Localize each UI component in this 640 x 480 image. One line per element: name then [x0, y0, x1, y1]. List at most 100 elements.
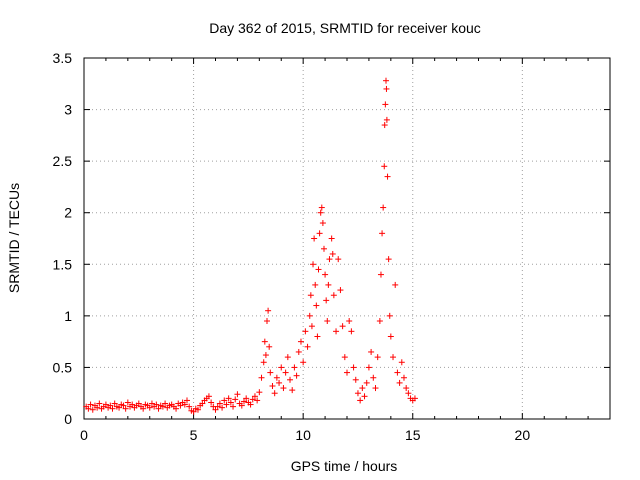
- data-point: [346, 318, 353, 325]
- data-point: [94, 404, 101, 411]
- chart-title: Day 362 of 2015, SRMTID for receiver kou…: [209, 20, 481, 36]
- data-point: [304, 343, 311, 350]
- x-tick-label: 10: [295, 427, 311, 443]
- data-point: [365, 364, 372, 371]
- data-point: [135, 400, 142, 407]
- data-point: [386, 312, 393, 319]
- data-point: [315, 266, 322, 273]
- data-point: [267, 369, 274, 376]
- data-point: [162, 400, 169, 407]
- data-point: [333, 328, 340, 335]
- x-tick-label: 5: [190, 427, 198, 443]
- data-point: [190, 408, 197, 415]
- data-point: [325, 281, 332, 288]
- data-point: [116, 404, 123, 411]
- x-tick-label: 20: [515, 427, 531, 443]
- data-point: [384, 173, 391, 180]
- data-point: [159, 403, 166, 410]
- data-point: [310, 261, 317, 268]
- data-point: [318, 204, 325, 211]
- data-point: [278, 364, 285, 371]
- data-point: [322, 271, 329, 278]
- data-point: [383, 85, 390, 92]
- data-point: [361, 393, 368, 400]
- data-point: [354, 390, 361, 397]
- data-point: [368, 348, 375, 355]
- data-point: [302, 328, 309, 335]
- data-point: [352, 376, 359, 383]
- data-point: [148, 400, 155, 407]
- data-point: [330, 292, 337, 299]
- data-point: [282, 369, 289, 376]
- data-point: [219, 404, 226, 411]
- data-point: [109, 405, 116, 412]
- y-tick-label: 1: [64, 308, 72, 324]
- data-point: [181, 401, 188, 408]
- data-point: [320, 245, 327, 252]
- data-point: [262, 352, 269, 359]
- data-point: [129, 401, 136, 408]
- data-point: [383, 116, 390, 123]
- data-point: [289, 387, 296, 394]
- data-point: [214, 403, 221, 410]
- y-tick-label: 0.5: [53, 359, 73, 375]
- x-tick-label: 15: [405, 427, 421, 443]
- data-point: [276, 379, 283, 386]
- data-point: [383, 77, 390, 84]
- data-point: [380, 204, 387, 211]
- data-point: [382, 101, 389, 108]
- axis-ticks: 0 5 10 15 20 0 0.5 1 1.5 2 2.5 3 3.5: [53, 50, 610, 443]
- data-point: [146, 404, 153, 411]
- data-point: [111, 400, 118, 407]
- data-point: [350, 364, 357, 371]
- data-point: [287, 376, 294, 383]
- data-point: [323, 297, 330, 304]
- data-point: [398, 359, 405, 366]
- data-point: [328, 235, 335, 242]
- data-point: [313, 302, 320, 309]
- data-point: [370, 374, 377, 381]
- data-point: [234, 391, 241, 398]
- data-point: [186, 403, 193, 410]
- data-point: [177, 402, 184, 409]
- data-point: [225, 395, 232, 402]
- data-point: [194, 406, 201, 413]
- data-point: [396, 379, 403, 386]
- data-point: [260, 359, 267, 366]
- data-point: [381, 163, 388, 170]
- data-point: [232, 396, 239, 403]
- data-point: [124, 399, 131, 406]
- x-axis-title: GPS time / hours: [291, 458, 398, 474]
- data-point: [273, 374, 280, 381]
- data-point: [264, 318, 271, 325]
- y-tick-label: 3.5: [53, 50, 73, 66]
- data-point: [405, 390, 412, 397]
- data-point: [122, 405, 129, 412]
- data-point: [308, 323, 315, 330]
- data-point: [87, 401, 94, 408]
- data-point: [256, 389, 263, 396]
- data-point: [394, 369, 401, 376]
- data-point: [221, 397, 228, 404]
- data-point: [390, 354, 397, 361]
- data-point: [230, 403, 237, 410]
- data-point: [357, 397, 364, 404]
- data-point: [153, 401, 160, 408]
- data-point: [249, 396, 256, 403]
- data-point: [89, 406, 96, 413]
- data-point: [261, 338, 268, 345]
- data-point: [284, 354, 291, 361]
- data-point: [85, 405, 92, 412]
- data-point: [329, 250, 336, 257]
- x-tick-label: 0: [80, 427, 88, 443]
- grid: [84, 58, 610, 419]
- data-point: [96, 400, 103, 407]
- data-point: [155, 405, 162, 412]
- data-point: [341, 354, 348, 361]
- data-point: [300, 359, 307, 366]
- data-point: [359, 385, 366, 392]
- data-point: [247, 401, 254, 408]
- data-point: [337, 287, 344, 294]
- data-point: [363, 379, 370, 386]
